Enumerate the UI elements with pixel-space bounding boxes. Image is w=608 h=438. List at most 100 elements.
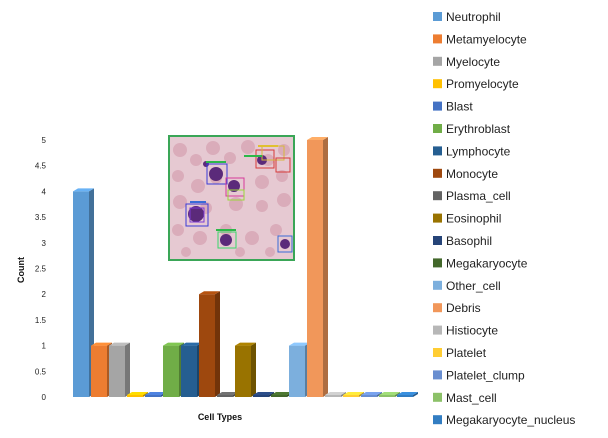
legend-label: Megakaryocyte [446, 256, 528, 270]
bar-top [217, 392, 238, 395]
bar-top [109, 342, 130, 346]
legend-item: Basophil [433, 234, 492, 248]
legend-item: Histiocyte [433, 324, 498, 338]
legend-label: Debris [446, 301, 481, 315]
bar-face [289, 345, 305, 397]
bar-face [91, 345, 107, 397]
bar-face [235, 345, 251, 397]
bar [199, 291, 220, 397]
legend-swatch [433, 236, 442, 245]
legend-label: Platelet [446, 346, 487, 360]
legend-item: Mast_cell [433, 391, 497, 405]
y-tick-label: 2.5 [35, 265, 47, 274]
legend-swatch [433, 12, 442, 21]
bar-side [395, 392, 400, 397]
bar [271, 392, 292, 397]
inset-microscopy-image [168, 135, 295, 261]
bar-top [343, 392, 364, 395]
y-tick-label: 0 [42, 393, 47, 402]
bar-face [145, 395, 161, 397]
y-tick-label: 1.5 [35, 316, 47, 325]
legend-item: Debris [433, 301, 481, 315]
legend-item: Metamyelocyte [433, 32, 527, 46]
legend-swatch [433, 303, 442, 313]
bar-top [145, 392, 166, 395]
bar-face [397, 395, 413, 397]
bar-face [109, 345, 125, 397]
legend-swatch [433, 146, 442, 156]
bar-top [361, 392, 382, 395]
y-axis-label: Count [16, 257, 26, 283]
bar [217, 392, 238, 397]
bar-top [271, 392, 292, 395]
bar [163, 342, 184, 397]
y-tick-label: 5 [42, 136, 47, 145]
bar [289, 342, 310, 397]
bar [181, 342, 202, 397]
y-tick-label: 1 [42, 342, 47, 351]
bar [235, 342, 256, 397]
bar-top [127, 392, 148, 395]
legend-item: Megakaryocyte_nucleus [433, 413, 575, 427]
bar-top [73, 188, 94, 192]
bar-face [217, 395, 233, 397]
bar-face [73, 191, 89, 397]
bar-top [379, 392, 400, 395]
bar-face [163, 345, 179, 397]
legend-item: Other_cell [433, 279, 501, 293]
legend-swatch [433, 348, 442, 357]
bar-side [323, 137, 328, 397]
legend-label: Promyelocyte [446, 77, 519, 91]
bar-face [307, 140, 323, 397]
bar-side [125, 342, 130, 397]
bar-face [361, 395, 377, 397]
legend-item: Neutrophil [433, 10, 501, 24]
legend-item: Eosinophil [433, 212, 501, 226]
legend-item: Platelet_clump [433, 368, 525, 382]
bar [361, 392, 382, 397]
y-tick-label: 3 [42, 239, 47, 248]
y-tick-label: 2 [42, 290, 47, 299]
bar-face [181, 345, 197, 397]
legend-label: Monocyte [446, 167, 498, 181]
y-tick-label: 0.5 [35, 367, 47, 376]
legend-swatch [433, 325, 442, 335]
legend-item: Lymphocyte [433, 144, 511, 158]
y-tick-label: 4.5 [35, 162, 47, 171]
bar-top [253, 392, 274, 395]
bar [73, 188, 94, 397]
bar-face [379, 395, 395, 397]
legend-label: Myelocyte [446, 55, 500, 69]
bar-top [289, 342, 310, 346]
bar-face [343, 395, 359, 397]
legend-label: Metamyelocyte [446, 32, 527, 46]
legend-swatch [433, 280, 442, 290]
bar-face [253, 395, 269, 397]
bar-top [307, 137, 328, 140]
bar-face [199, 294, 215, 397]
bar [91, 342, 112, 397]
bar-face [325, 395, 341, 397]
bar [397, 392, 418, 397]
legend-swatch [433, 415, 442, 425]
legend-swatch [433, 124, 442, 133]
legend-item: Promyelocyte [433, 77, 519, 91]
legend-swatch [433, 101, 442, 111]
legend-label: Mast_cell [446, 391, 497, 405]
bar [343, 392, 364, 397]
bar [379, 392, 400, 397]
bar-top [235, 342, 256, 346]
legend-label: Plasma_cell [446, 189, 511, 203]
bar-side [377, 392, 382, 397]
bar-face [127, 395, 143, 397]
legend-item: Monocyte [433, 167, 498, 181]
bar-side [251, 342, 256, 397]
legend-item: Blast [433, 100, 473, 114]
bar-side [413, 392, 418, 397]
legend-item: Platelet [433, 346, 487, 360]
legend-item: Plasma_cell [433, 189, 511, 203]
bar-side [215, 291, 220, 397]
legend-item: Myelocyte [433, 55, 500, 69]
bar [307, 137, 328, 397]
